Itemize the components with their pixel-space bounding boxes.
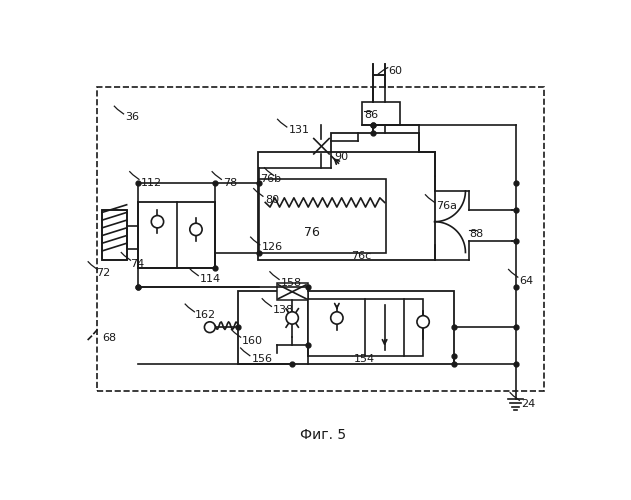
Text: 114: 114 [200,274,221,284]
Text: 162: 162 [194,310,216,320]
Bar [257,152,435,260]
Text: 68: 68 [102,334,116,344]
Text: 76c: 76c [351,251,372,261]
Text: 86: 86 [364,110,378,120]
Text: 74: 74 [131,258,144,268]
Bar [102,210,127,260]
Bar [102,210,127,260]
Bar [277,284,307,300]
Text: 76: 76 [304,226,320,238]
Circle shape [151,216,163,228]
Text: 138: 138 [273,305,294,315]
Text: 64: 64 [519,276,533,285]
Text: 60: 60 [389,66,403,76]
Bar [97,87,544,391]
Circle shape [286,312,298,324]
Bar [259,180,386,252]
Text: 126: 126 [262,242,283,252]
Circle shape [190,223,202,235]
Text: 154: 154 [354,354,375,364]
Bar [138,202,215,268]
Circle shape [417,316,429,328]
Text: 36: 36 [125,112,139,122]
Text: 76b: 76b [260,174,281,184]
Text: 131: 131 [288,126,309,136]
Text: 76a: 76a [436,201,457,211]
Text: 158: 158 [281,278,302,288]
Text: Фиг. 5: Фиг. 5 [300,428,346,442]
Circle shape [204,322,215,332]
Bar [362,102,400,126]
Bar [307,298,423,356]
Text: 88: 88 [469,230,483,239]
Bar [331,133,419,168]
Text: 90: 90 [334,152,349,162]
Text: 72: 72 [96,268,110,278]
Text: 78: 78 [223,178,237,188]
Text: 24: 24 [521,399,535,409]
Text: 160: 160 [242,336,263,345]
Text: 80: 80 [265,194,280,205]
Text: 156: 156 [251,354,273,364]
Text: 112: 112 [141,178,162,188]
Circle shape [331,312,343,324]
Bar [239,291,454,364]
